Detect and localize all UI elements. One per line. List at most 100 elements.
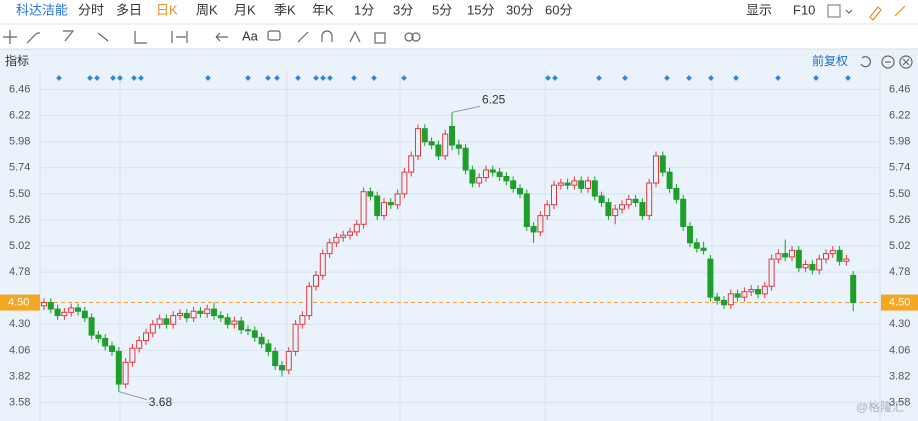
event-marker[interactable] — [94, 75, 100, 81]
candle-body — [557, 182, 564, 186]
event-marker[interactable] — [138, 75, 144, 81]
candle-body — [625, 198, 632, 206]
candle-body — [211, 308, 217, 317]
event-marker[interactable] — [327, 75, 333, 81]
y-tick-label: 6.22 — [9, 110, 30, 122]
event-marker[interactable] — [265, 75, 271, 81]
candle-body — [449, 126, 455, 146]
chart-bg — [0, 49, 918, 421]
tab[interactable]: 月K — [234, 2, 256, 17]
tool-icons[interactable] — [3, 4, 913, 69]
candle-body — [809, 264, 816, 271]
y-tick-label: 6.46 — [889, 83, 910, 95]
event-marker[interactable] — [775, 75, 781, 81]
candle-body — [47, 302, 54, 310]
tab[interactable]: 科达洁能 — [16, 2, 68, 17]
event-marker[interactable] — [664, 75, 670, 81]
f10-button[interactable]: F10 — [793, 2, 815, 17]
candle-body — [292, 323, 299, 352]
tab[interactable]: 15分 — [467, 2, 494, 17]
candle-body — [782, 253, 789, 258]
candle-body — [401, 171, 408, 195]
adjust-button[interactable]: 前复权 — [812, 53, 848, 68]
y-tick-label: 3.58 — [9, 396, 30, 408]
candle-body — [102, 337, 109, 347]
y-tick-label: 5.02 — [889, 240, 910, 252]
event-marker[interactable] — [87, 75, 93, 81]
candle-body — [143, 332, 149, 342]
candle-body — [741, 291, 748, 298]
event-marker[interactable] — [117, 75, 123, 81]
candle-body — [340, 234, 347, 238]
tab[interactable]: 60分 — [545, 2, 572, 17]
tool-bar — [0, 25, 918, 49]
event-marker[interactable] — [401, 75, 407, 81]
display-menu[interactable]: 显示 — [746, 2, 772, 17]
candle-body — [462, 147, 469, 171]
y-tick-label: 4.06 — [9, 344, 30, 356]
candle-body — [115, 350, 122, 385]
tab[interactable]: 周K — [196, 2, 218, 17]
indicator-label[interactable]: 指标 — [5, 53, 29, 68]
candle-body — [469, 169, 476, 184]
event-marker[interactable] — [622, 75, 628, 81]
event-marker[interactable] — [552, 75, 558, 81]
tab[interactable]: 日K — [156, 2, 178, 17]
candle-body — [61, 311, 68, 317]
candle-body — [483, 169, 489, 179]
event-marker[interactable] — [351, 75, 357, 81]
event-marker[interactable] — [295, 75, 301, 81]
y-tick-label: 5.26 — [889, 214, 910, 226]
event-marker[interactable] — [686, 75, 692, 81]
event-marker[interactable] — [313, 75, 319, 81]
current-price-label: 4.50 — [8, 296, 29, 308]
candle-body — [455, 144, 462, 149]
candle-body — [537, 215, 544, 233]
low-pointer — [118, 391, 147, 401]
tab[interactable]: 1分 — [354, 2, 374, 17]
event-marker[interactable] — [596, 75, 602, 81]
y-tick-label: 5.02 — [9, 240, 30, 252]
event-marker[interactable] — [110, 75, 116, 81]
candle-body — [571, 180, 578, 186]
candle-body — [564, 182, 571, 186]
y-tick-label: 3.82 — [9, 370, 30, 382]
event-marker[interactable] — [708, 75, 714, 81]
event-marker[interactable] — [733, 75, 739, 81]
candle-body — [775, 253, 782, 260]
candle-body — [109, 345, 115, 352]
event-marker[interactable] — [320, 75, 326, 81]
tab[interactable]: 分时 — [78, 2, 104, 17]
y-tick-label: 5.74 — [9, 162, 30, 174]
candle-body — [591, 180, 598, 197]
low-label: 3.68 — [149, 395, 173, 409]
event-marker[interactable] — [205, 75, 211, 81]
candle-body — [170, 315, 177, 325]
tab[interactable]: 3分 — [393, 2, 413, 17]
event-marker[interactable] — [545, 75, 551, 81]
candle-body — [353, 223, 360, 233]
candle-body — [653, 155, 659, 184]
candle-body — [415, 128, 421, 157]
event-marker[interactable] — [274, 75, 280, 81]
tab[interactable]: 5分 — [432, 2, 452, 17]
tab[interactable]: 年K — [312, 2, 334, 17]
candle-body — [496, 171, 503, 177]
event-marker[interactable] — [845, 75, 851, 81]
tab[interactable]: 多日 — [116, 2, 142, 17]
candle-body — [761, 285, 768, 295]
y-tick-label: 4.30 — [9, 318, 30, 330]
event-marker[interactable] — [131, 75, 137, 81]
tab[interactable]: 30分 — [506, 2, 533, 17]
tab[interactable]: 季K — [274, 2, 296, 17]
candle-body — [258, 336, 265, 345]
y-tick-label: 6.46 — [9, 83, 30, 95]
event-marker[interactable] — [245, 75, 251, 81]
candle-body — [285, 350, 292, 371]
candle-body — [319, 253, 326, 276]
candle-body — [503, 175, 510, 182]
candle-body — [523, 193, 530, 227]
event-marker[interactable] — [813, 75, 819, 81]
event-marker[interactable] — [371, 75, 377, 81]
text-tool[interactable]: Aa — [242, 28, 259, 43]
